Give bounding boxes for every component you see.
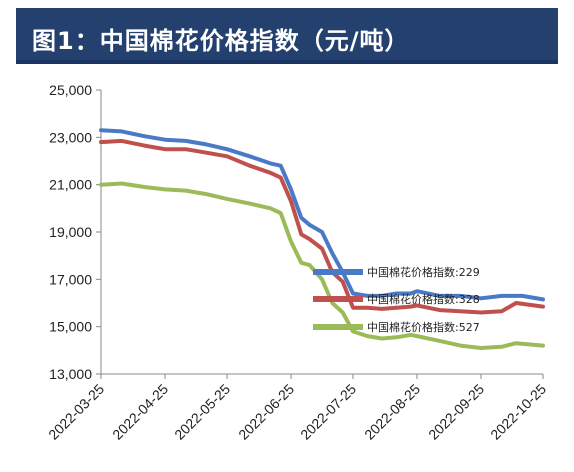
x-tick-label: 2022-04-25 — [109, 381, 171, 443]
x-tick-label: 2022-07-25 — [297, 381, 359, 443]
legend-label: 中国棉花价格指数:229 — [367, 265, 480, 279]
x-tick-label: 2022-03-25 — [45, 381, 107, 443]
legend-swatch — [313, 324, 363, 330]
y-tick-label: 17,000 — [49, 271, 92, 287]
y-tick-label: 13,000 — [49, 366, 92, 382]
legend-label: 中国棉花价格指数:527 — [367, 320, 480, 334]
y-tick-label: 25,000 — [49, 82, 92, 98]
x-tick-label: 2022-10-25 — [487, 381, 549, 443]
legend-label: 中国棉花价格指数:328 — [367, 292, 480, 306]
x-tick-label: 2022-08-25 — [361, 381, 423, 443]
x-tick-label: 2022-09-25 — [425, 381, 487, 443]
y-tick-label: 19,000 — [49, 224, 92, 240]
y-ticks: 13,000 15,000 17,000 19,000 21,000 23,000 25,0… — [49, 82, 101, 382]
series-line-1 — [99, 128, 545, 302]
y-tick-label: 23,000 — [49, 129, 92, 145]
chart-title: 图1：中国棉花价格指数（元/吨） — [32, 27, 410, 55]
y-tick-label: 15,000 — [49, 319, 92, 335]
y-tick-label: 21,000 — [49, 177, 92, 193]
series-line-3 — [99, 181, 545, 350]
legend: 中国棉花价格指数:229 中国棉花价格指数:328 中国棉花价格指数:527 — [313, 265, 480, 334]
x-tick-label: 2022-06-25 — [235, 381, 297, 443]
legend-swatch — [313, 269, 363, 275]
series-lines — [99, 128, 545, 350]
series-line-2 — [99, 138, 545, 315]
x-tick-label: 2022-05-25 — [171, 381, 233, 443]
title-bar: 图1：中国棉花价格指数（元/吨） — [16, 8, 558, 64]
legend-swatch — [313, 296, 363, 302]
x-ticks: 2022-03-25 2022-04-25 2022-05-25 2022-06-25… — [45, 374, 549, 443]
